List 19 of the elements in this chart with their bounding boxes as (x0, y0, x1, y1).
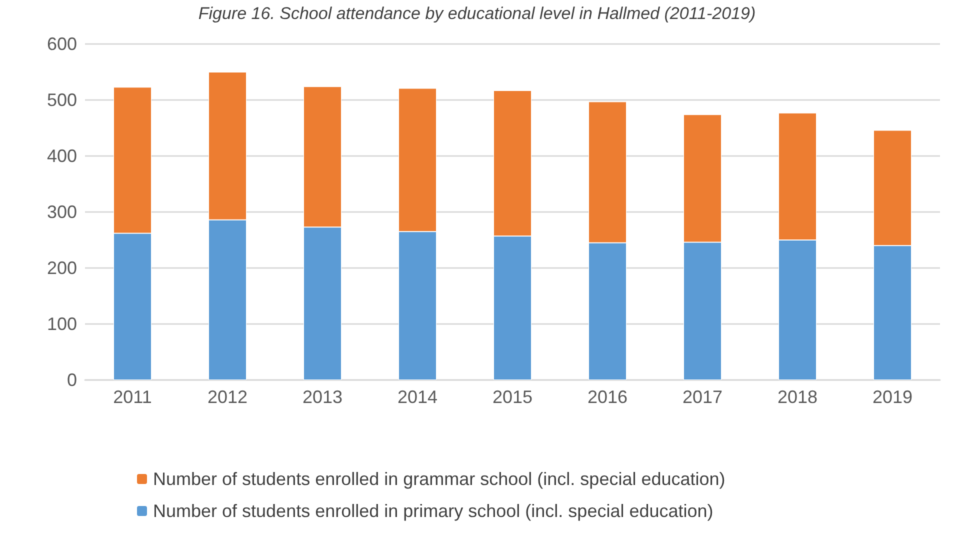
y-tick-label: 400 (46, 146, 77, 166)
x-tick-label: 2017 (682, 387, 723, 407)
x-tick-label: 2011 (113, 387, 152, 407)
y-tick-label: 500 (46, 90, 77, 110)
legend-label: Number of students enrolled in grammar school (incl. special education) (153, 469, 726, 489)
legend-label: Number of students enrolled in primary school (incl. special education) (153, 501, 714, 521)
chart-title: Figure 16. School attendance by educational level in Hallmed (2011-2019) (198, 4, 756, 23)
x-tick-label: 2019 (872, 387, 913, 407)
x-tick-label: 2015 (492, 387, 533, 407)
y-tick-label: 100 (46, 314, 77, 334)
x-tick-label: 2013 (302, 387, 343, 407)
x-tick-label: 2012 (207, 387, 248, 407)
y-tick-label: 0 (66, 370, 77, 390)
x-tick-label: 2018 (777, 387, 818, 407)
y-tick-label: 600 (46, 34, 77, 54)
y-tick-label: 200 (46, 258, 77, 278)
y-tick-label: 300 (46, 202, 77, 222)
x-tick-label: 2016 (587, 387, 628, 407)
x-tick-label: 2014 (397, 387, 438, 407)
